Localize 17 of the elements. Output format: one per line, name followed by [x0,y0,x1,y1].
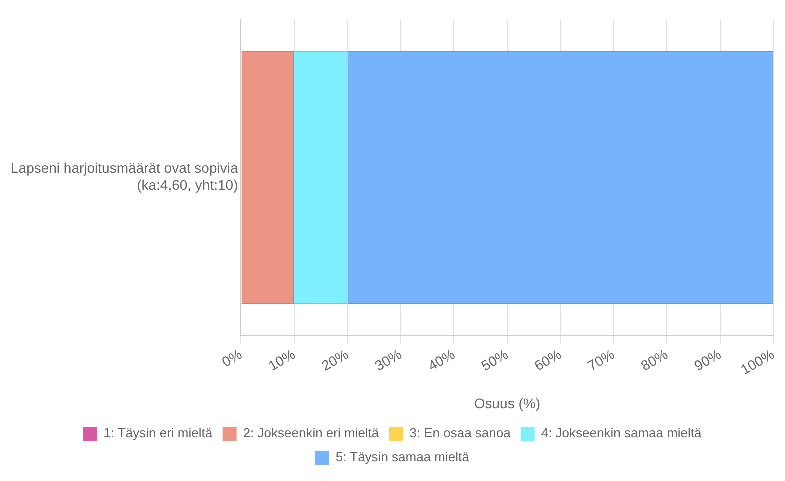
x-tick-label: 0% [219,346,245,370]
y-tick-label: Lapseni harjoitusmäärät ovat sopivia (ka:4,60, yht:10) [10,160,238,194]
x-tick-label: 20% [318,346,352,374]
x-tick-label: 80% [638,346,671,374]
x-tick-label: 90% [692,346,724,374]
legend-label: 3: En osaa sanoa [410,426,512,441]
legend-label: 4: Jokseenkin samaa mieltä [541,426,703,441]
legend-label: 2: Jokseenkin eri mieltä [243,426,380,441]
x-tick-label: 40% [425,346,458,374]
x-tick-label: 60% [532,346,564,374]
x-tick-label: 70% [585,346,618,374]
x-axis-title: Osuus (%) [474,395,540,412]
legend-label: 1: Täysin eri mieltä [104,426,214,441]
x-tick-label: 30% [372,346,404,374]
legend-label: 5: Täysin samaa mieltä [336,450,470,465]
x-tick-label: 10% [266,346,298,374]
x-tick-label: 50% [478,346,511,374]
